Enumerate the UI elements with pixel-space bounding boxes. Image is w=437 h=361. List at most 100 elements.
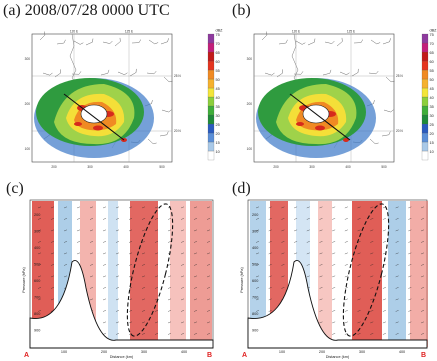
colorbar-tick-label: 70: [216, 42, 220, 46]
wind-vector: [141, 206, 146, 209]
wind-vector: [128, 229, 133, 232]
wind-vector: [395, 218, 399, 220]
colorbar-segment: [207, 51, 215, 62]
colorbar-segment: [421, 132, 429, 143]
wind-vector: [206, 287, 211, 289]
wind-vector: [37, 298, 42, 301]
wind-vector: [319, 275, 323, 278]
wind-vector: [180, 241, 185, 243]
y-tick-label: 400: [252, 246, 258, 250]
wind-vector: [306, 264, 310, 266]
x-tick-label: 500: [381, 165, 387, 169]
colorbar-tick-label: 65: [216, 51, 220, 55]
velocity-band: [170, 201, 186, 347]
wind-barb: [71, 71, 82, 75]
velocity-band: [190, 201, 212, 347]
velocity-band: [352, 201, 382, 347]
wind-vector: [76, 229, 81, 232]
wind-vector: [357, 298, 361, 301]
wind-vector: [332, 241, 336, 243]
wind-vector: [89, 298, 94, 301]
x-tick-label: 100: [61, 350, 67, 354]
x-axis-label: Distance (km): [326, 355, 350, 359]
wind-vector: [420, 275, 425, 278]
colorbar-tick-label: 60: [216, 60, 220, 64]
terrain: [29, 260, 214, 349]
wind-vector: [167, 321, 172, 324]
wind-vector: [357, 218, 361, 220]
colorbar-tick-label: 10: [430, 150, 434, 154]
wind-vector: [206, 218, 211, 220]
colorbar-unit: dBZ: [430, 29, 437, 33]
wind-vector: [281, 275, 285, 278]
wind-vector: [420, 252, 425, 255]
wind-barb: [129, 68, 137, 77]
colorbar-segment: [421, 87, 429, 98]
wind-vector: [50, 229, 55, 232]
wind-vector: [268, 252, 272, 255]
wind-vector: [332, 218, 336, 220]
wind-vector: [255, 252, 260, 255]
colorbar-segment: [207, 141, 215, 152]
wind-barb: [39, 31, 46, 41]
wind-vector: [395, 310, 399, 312]
wind-vector: [255, 229, 260, 232]
wind-vector: [128, 275, 133, 278]
y-tick-label: 300: [247, 57, 253, 61]
wind-vector: [206, 321, 211, 324]
wind-vector: [89, 264, 94, 266]
wind-vector: [382, 310, 386, 312]
colorbar-segment: [421, 42, 429, 53]
wind-vector: [89, 287, 94, 289]
wind-vector: [344, 206, 348, 209]
panel-c-cross-section: 200 300 400 500 600 700 800 900 100 200 300 400 Pres…: [22, 199, 214, 359]
wind-vector: [180, 333, 185, 335]
wind-barb: [369, 138, 379, 144]
wind-vector: [37, 218, 42, 220]
wind-vector: [206, 275, 211, 278]
wind-vector: [281, 241, 285, 243]
wind-vector: [102, 218, 107, 220]
wind-vector: [319, 252, 323, 255]
colorbar-tick-label: 40: [216, 96, 220, 100]
wind-vector: [206, 252, 211, 255]
panel-c-label: (c): [6, 180, 24, 197]
wind-vector: [420, 321, 425, 324]
colorbar-segment: [421, 69, 429, 80]
y-tick-label: 700: [252, 296, 258, 300]
wind-vector: [408, 321, 412, 324]
wind-vector: [63, 252, 68, 255]
wind-vector: [76, 252, 81, 255]
wind-vector: [50, 264, 55, 266]
wind-vector: [180, 206, 185, 209]
y-tick-label: 100: [25, 147, 31, 151]
wind-vector: [37, 264, 42, 266]
panel-a-time: 2008/07/28 0000 UTC: [24, 2, 170, 19]
wind-vector: [332, 206, 336, 209]
wind-vector: [37, 310, 42, 312]
wind-vector: [420, 287, 425, 289]
wind-vector: [141, 264, 146, 266]
wind-vector: [382, 298, 386, 301]
wind-vector: [180, 321, 185, 324]
wind-vector: [319, 310, 323, 312]
wind-vector: [115, 229, 120, 232]
x-tick-label: 400: [345, 165, 351, 169]
wind-vector: [102, 321, 107, 324]
wind-vector: [50, 206, 55, 209]
wind-vector: [357, 275, 361, 278]
wind-vector: [332, 229, 336, 232]
wind-vector: [268, 275, 272, 278]
wind-vector: [268, 287, 272, 289]
wind-vector: [50, 241, 55, 243]
section-start-label: A: [242, 352, 247, 359]
wind-vector: [141, 275, 146, 278]
wind-barb: [54, 69, 61, 78]
wind-vector: [128, 310, 133, 312]
colorbar-segment: [207, 105, 215, 116]
wind-vector: [255, 287, 260, 289]
y-tick-label: 600: [252, 279, 258, 283]
wind-vector: [268, 218, 272, 220]
wind-vector: [128, 218, 133, 220]
wind-vector: [115, 287, 120, 289]
